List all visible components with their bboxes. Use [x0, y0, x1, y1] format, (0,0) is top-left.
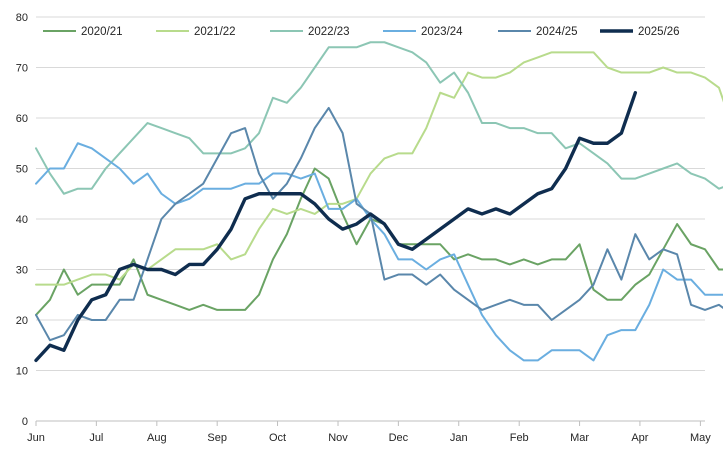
y-tick-label: 60: [16, 113, 28, 125]
legend-label-2025-26: 2025/26: [638, 26, 680, 38]
legend-label-2021-22: 2021/22: [194, 26, 236, 38]
x-tick-label: Apr: [631, 432, 648, 444]
axes: 0 10 20 30 40 50 60 70 80 Jun Jul Aug Sep Oct Nov Dec Ja…: [16, 12, 712, 444]
series-line-2024-25: [35, 106, 723, 342]
gridlines: [36, 16, 705, 371]
x-tick-label: Dec: [389, 432, 409, 444]
legend-label-2023-24: 2023/24: [421, 26, 463, 38]
x-tick-label: May: [690, 432, 711, 444]
y-tick-label: 40: [16, 214, 28, 226]
series-line-2021-22: [35, 51, 723, 286]
series-line-2023-24: [35, 142, 723, 362]
y-tick-label: 80: [16, 12, 28, 24]
y-tick-label: 50: [16, 164, 28, 176]
legend-label-2024-25: 2024/25: [536, 26, 578, 38]
y-tick-label: 0: [22, 416, 28, 428]
y-tick-label: 70: [16, 63, 28, 75]
series-line-2020-21: [35, 167, 723, 316]
y-tick-label: 20: [16, 315, 28, 327]
x-tick-label: Oct: [269, 432, 286, 444]
legend-label-2020-21: 2020/21: [81, 26, 123, 38]
series-lines: [34, 41, 723, 363]
x-tick-label: Aug: [147, 432, 167, 444]
series-line-2025-26: [34, 91, 638, 363]
x-tick-label: Jun: [27, 432, 45, 444]
legend-label-2022-23: 2022/23: [308, 26, 350, 38]
series-line-2022-23: [35, 41, 723, 195]
x-tick-label: Sep: [207, 432, 227, 444]
y-tick-label: 10: [16, 366, 28, 378]
legend: 2020/21 2021/22 2022/23 2023/24 2024/25 2025/…: [43, 26, 680, 38]
x-tick-label: Jan: [450, 432, 468, 444]
x-tick-label: Mar: [570, 432, 589, 444]
x-tick-label: Jul: [89, 432, 103, 444]
x-tick-label: Nov: [328, 432, 348, 444]
x-tick-label: Feb: [510, 432, 529, 444]
y-tick-label: 30: [16, 265, 28, 277]
